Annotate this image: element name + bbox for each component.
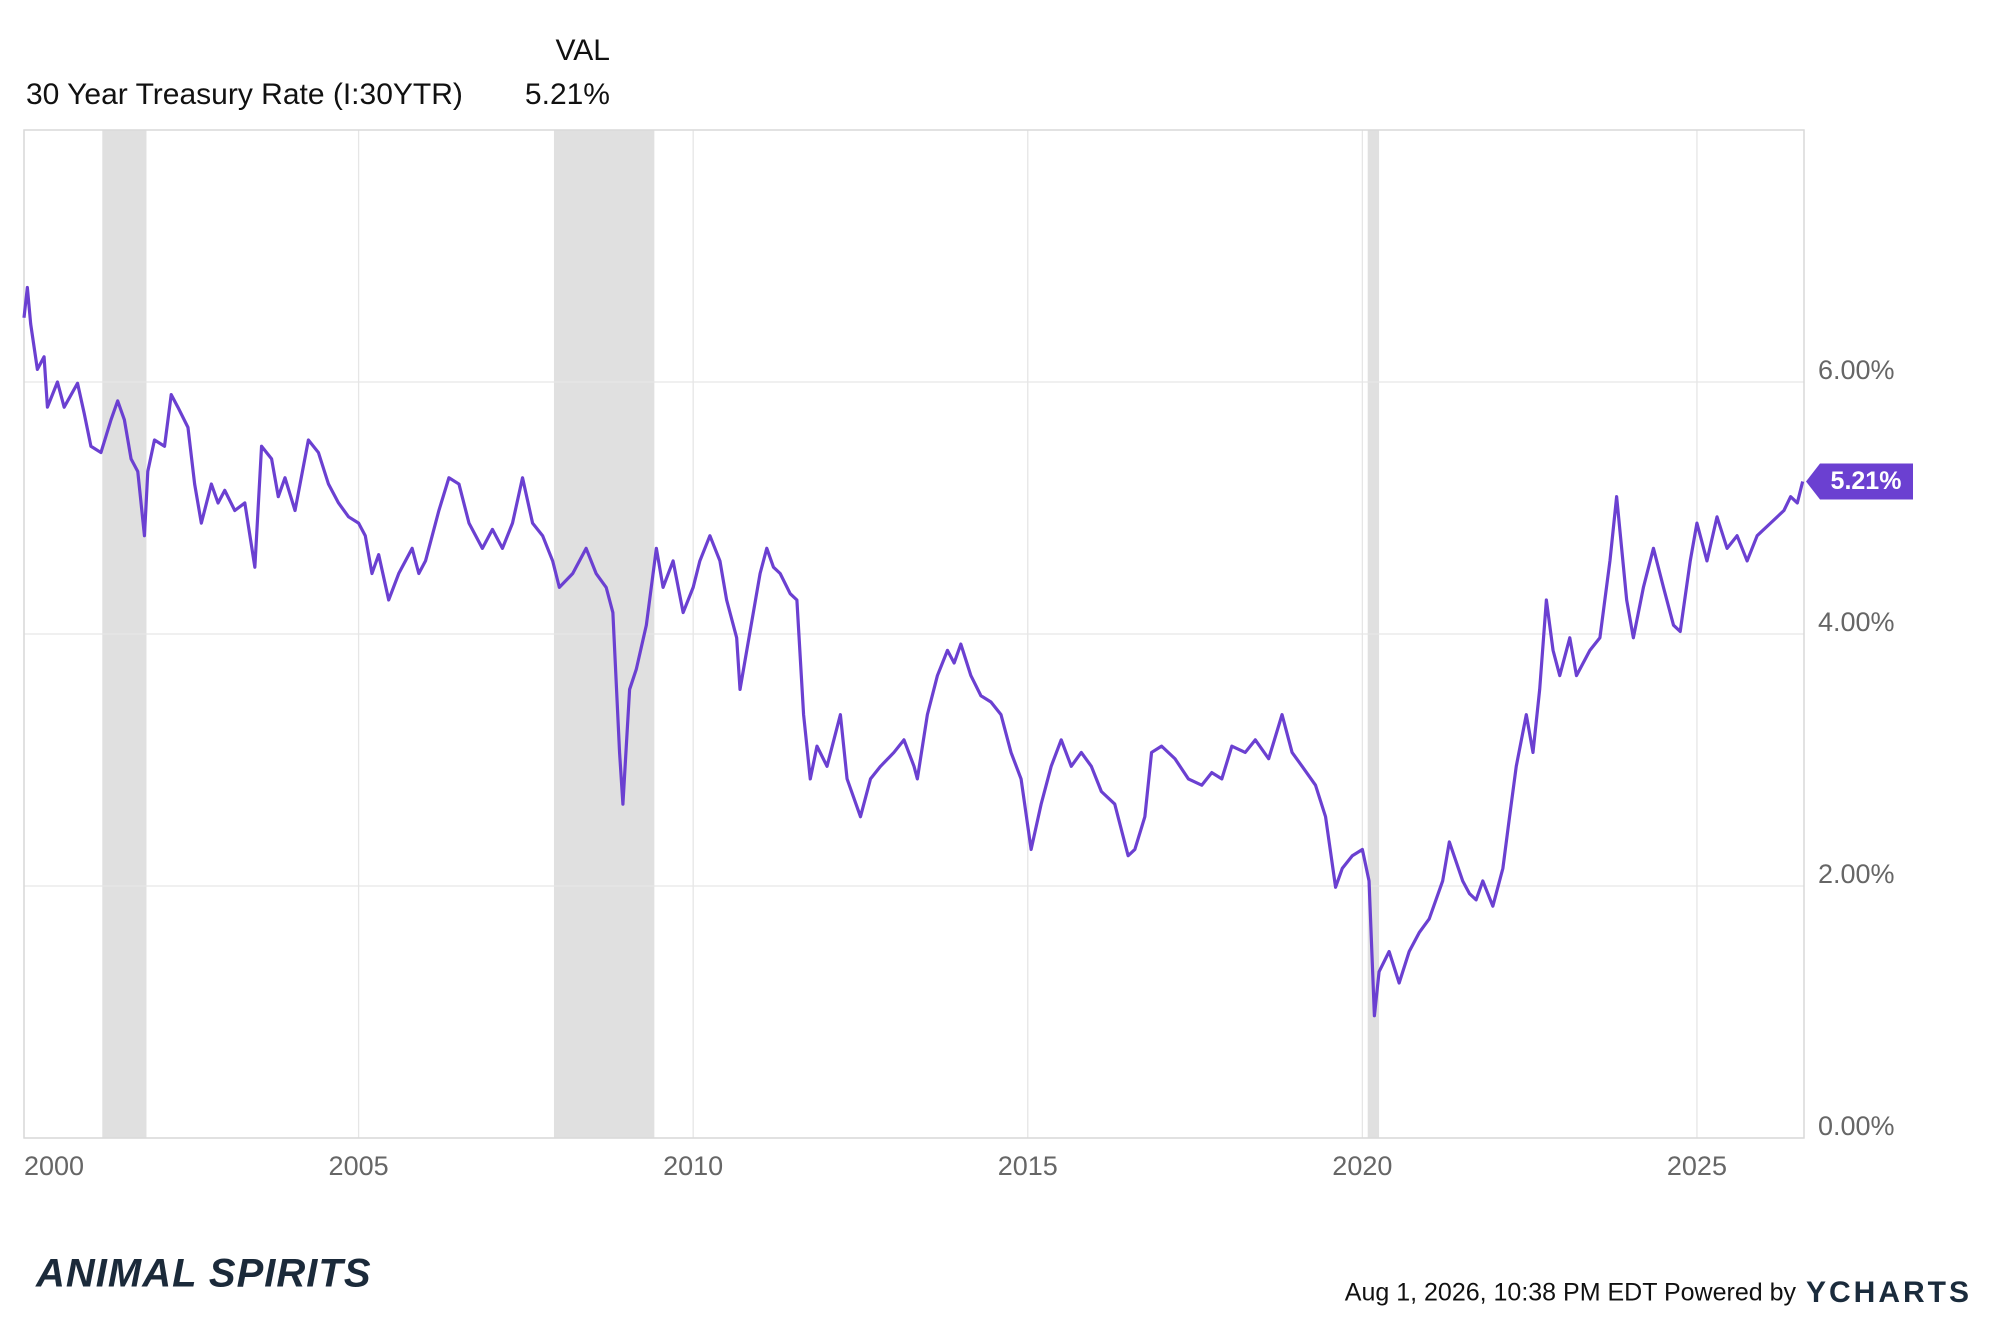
x-tick-label: 2010 xyxy=(663,1151,723,1181)
y-tick-label: 6.00% xyxy=(1818,355,1895,385)
brand-logo: ANIMAL SPIRITS xyxy=(35,1252,372,1296)
timestamp: Aug 1, 2026, 10:38 PM EDT Powered by xyxy=(1345,1279,1797,1307)
x-tick-label: 2015 xyxy=(998,1151,1058,1181)
x-tick-label: 2000 xyxy=(24,1151,84,1181)
x-tick-label: 2020 xyxy=(1332,1151,1392,1181)
last-value-tag xyxy=(1806,463,1913,500)
last-value-label: 5.21% xyxy=(1831,467,1902,495)
series-line xyxy=(22,285,1805,1018)
header-name: 30 Year Treasury Rate (I:30YTR) xyxy=(26,78,463,111)
x-tick-label: 2005 xyxy=(329,1151,389,1181)
y-tick-label: 4.00% xyxy=(1818,607,1895,637)
plot-frame xyxy=(23,129,1805,1139)
y-tick-label: 0.00% xyxy=(1818,1111,1895,1141)
plot-area: 0.00% 2.00% 4.00% 6.00% 2000 2005 2010 2015 2020… xyxy=(22,129,1895,1181)
ycharts-logo: YCHARTS xyxy=(1806,1276,1972,1309)
y-tick-label: 2.00% xyxy=(1818,859,1895,889)
header-column: VAL xyxy=(556,34,610,67)
x-tick-label: 2025 xyxy=(1667,1151,1727,1181)
header-value: 5.21% xyxy=(525,78,610,111)
